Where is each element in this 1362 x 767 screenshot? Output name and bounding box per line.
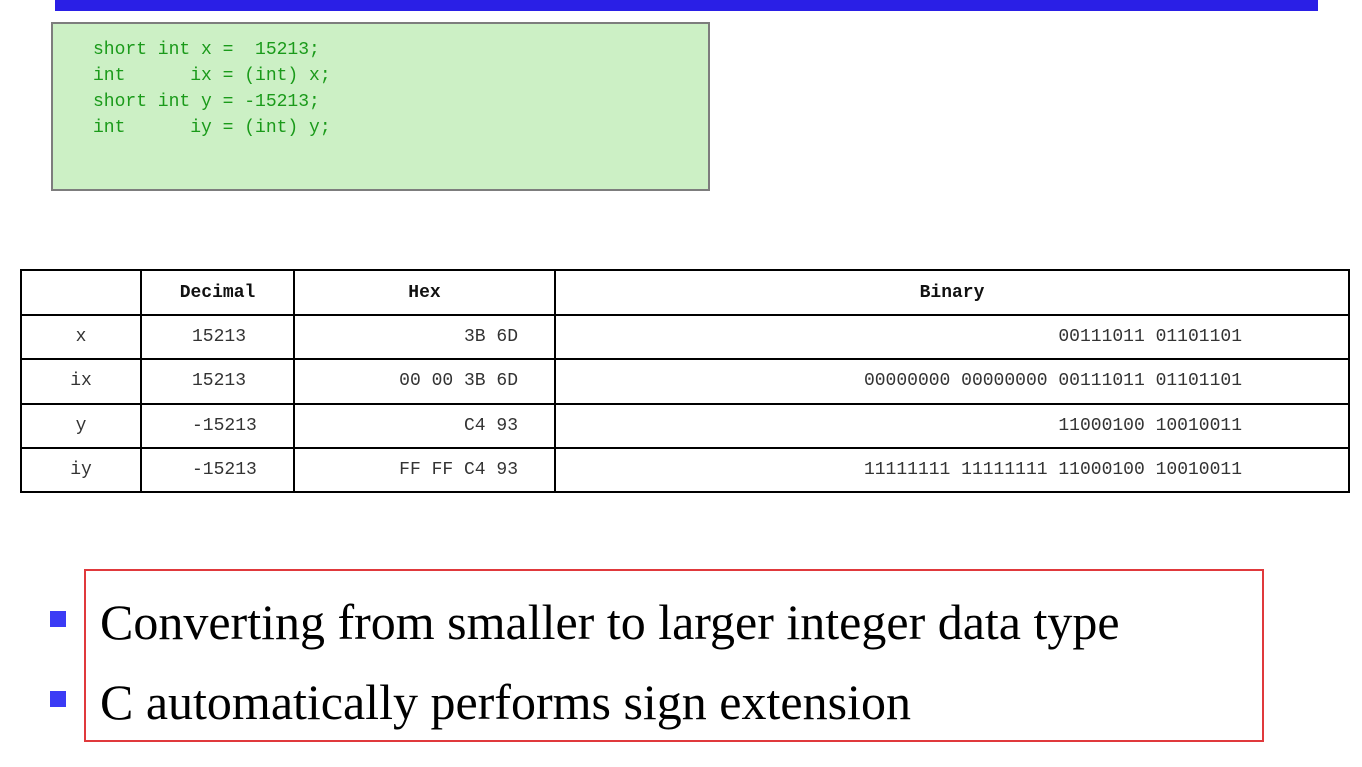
top-accent-bar	[55, 0, 1318, 11]
cell-binary: 11000100 10010011	[554, 402, 1350, 449]
header-binary: Binary	[554, 268, 1350, 317]
cell-binary: 11111111 11111111 11000100 10010011	[554, 446, 1350, 494]
cell-hex: 00 00 3B 6D	[293, 358, 556, 405]
note-item: Converting from smaller to larger intege…	[100, 594, 1120, 650]
code-line: short int y = -15213;	[93, 92, 320, 112]
header-decimal: Decimal	[140, 268, 295, 317]
cell-hex: C4 93	[293, 402, 556, 449]
code-line: int iy = (int) y;	[93, 118, 331, 138]
note-item: C automatically performs sign extension	[100, 674, 911, 730]
cell-variable: y	[20, 402, 142, 449]
bullet-square-icon	[50, 691, 66, 707]
code-snippet-box: short int x = 15213; int ix = (int) x; s…	[51, 22, 710, 191]
cell-decimal: 15213	[140, 358, 295, 405]
cell-decimal: 15213	[140, 314, 295, 361]
table-row: iy -15213 FF FF C4 93 11111111 11111111 …	[20, 446, 1350, 494]
code-line: int ix = (int) x;	[93, 66, 331, 86]
table-row: ix 15213 00 00 3B 6D 00000000 00000000 0…	[20, 358, 1350, 405]
table-row: y -15213 C4 93 11000100 10010011	[20, 402, 1350, 449]
table-row: x 15213 3B 6D 00111011 01101101	[20, 314, 1350, 361]
header-variable	[20, 268, 142, 317]
code-line: short int x = 15213;	[93, 40, 320, 60]
cell-hex: FF FF C4 93	[293, 446, 556, 494]
cell-variable: x	[20, 314, 142, 361]
cell-decimal: -15213	[140, 402, 295, 449]
bullet-square-icon	[50, 611, 66, 627]
cell-hex: 3B 6D	[293, 314, 556, 361]
table-header-row: Decimal Hex Binary	[20, 268, 1350, 317]
conversion-table: Decimal Hex Binary x 15213 3B 6D 0011101…	[20, 268, 1350, 494]
cell-variable: ix	[20, 358, 142, 405]
header-hex: Hex	[293, 268, 556, 317]
cell-binary: 00111011 01101101	[554, 314, 1350, 361]
cell-variable: iy	[20, 446, 142, 494]
highlight-box: Converting from smaller to larger intege…	[84, 569, 1264, 742]
cell-binary: 00000000 00000000 00111011 01101101	[554, 358, 1350, 405]
cell-decimal: -15213	[140, 446, 295, 494]
